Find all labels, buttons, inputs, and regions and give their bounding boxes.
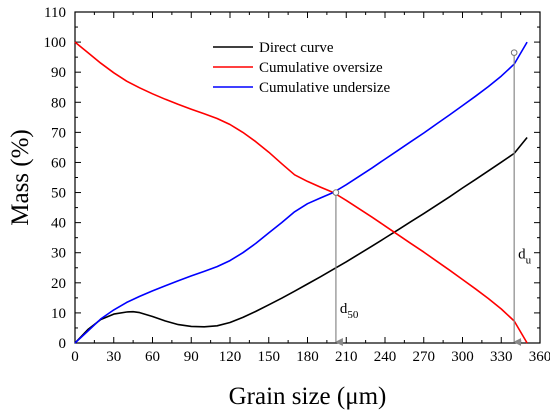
x-tick-label: 270	[413, 349, 436, 365]
direct-curve-line	[74, 136, 528, 344]
d-50-marker	[332, 189, 340, 196]
x-tick-label: 300	[451, 349, 474, 365]
y-tick-label: 30	[51, 246, 66, 262]
y-tick-label: 60	[51, 155, 66, 171]
x-tick-label: 30	[106, 349, 121, 365]
axes-layer: 0 30 60 90 120 150 180 210 240 270 300 330 360 0 10 20 3…	[44, 5, 550, 365]
d-u-marker	[510, 49, 518, 56]
x-tick-label: 120	[219, 349, 242, 365]
x-tick-label: 180	[296, 349, 319, 365]
y-tick-label: 50	[51, 186, 66, 202]
y-tick-label: 80	[51, 95, 66, 111]
x-tick-label: 60	[145, 349, 160, 365]
annotation-layer: d50 du	[332, 49, 532, 346]
d-50-subscript: 50	[347, 309, 359, 321]
legend-label-cumulative-oversize: Cumulative oversize	[259, 60, 383, 76]
x-tick-label: 150	[258, 349, 281, 365]
x-tick-label: 360	[529, 349, 550, 365]
y-tick-label: 10	[51, 306, 66, 322]
d-u-label: du	[518, 247, 532, 267]
y-tick-label: 110	[44, 5, 66, 21]
legend-label-cumulative-undersize: Cumulative undersize	[259, 80, 391, 96]
y-tick-label: 20	[51, 276, 66, 292]
legend: Direct curve Cumulative oversize Cumulativ…	[213, 40, 391, 96]
d-50-label: d50	[340, 301, 359, 321]
cumulative-oversize-line	[74, 41, 528, 344]
y-tick-label: 40	[51, 216, 66, 232]
x-tick-label: 90	[184, 349, 199, 365]
y-tick-label: 70	[51, 125, 66, 141]
x-tick-label: 240	[374, 349, 397, 365]
y-tick-label: 100	[44, 35, 67, 51]
y-axis-title: Mass (%)	[7, 129, 34, 226]
legend-label-direct-curve: Direct curve	[259, 40, 334, 56]
x-axis-title: Grain size (μm)	[229, 383, 387, 410]
y-tick-label: 0	[59, 336, 67, 352]
x-tick-label: 210	[335, 349, 358, 365]
y-tick-label: 90	[51, 65, 66, 81]
d-u-subscript: u	[526, 255, 532, 267]
x-tick-label: 0	[71, 349, 79, 365]
cumulative-undersize-line	[74, 41, 528, 344]
series-layer	[74, 41, 528, 344]
x-tick-label: 330	[490, 349, 513, 365]
